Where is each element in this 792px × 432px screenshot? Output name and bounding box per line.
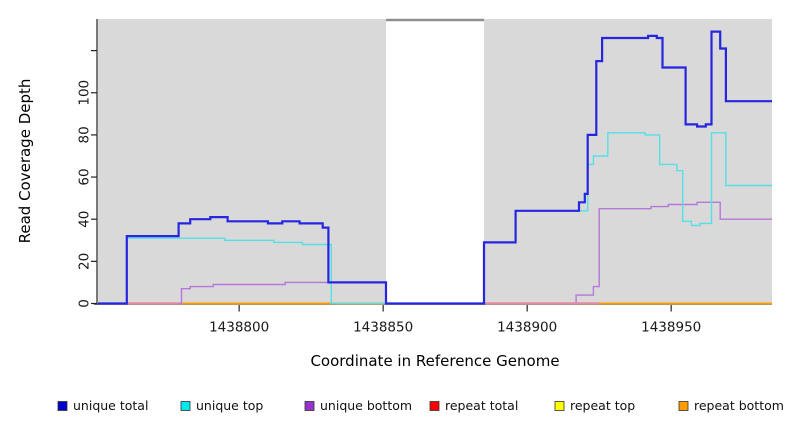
x-tick-label: 1438900 [497,320,557,336]
series-unique-bottom [98,201,772,305]
x-tick-label: 1438850 [353,320,413,336]
legend-swatch-unique-top [180,401,191,411]
plot-layers: 0 20 40 60 80 100 1438800 1438850 1438900 1438950 [77,18,772,336]
legend-item-label: unique top [196,398,263,413]
legend-item-label: repeat top [570,398,635,413]
y-axis-title: Read Coverage Depth [16,79,34,244]
x-tick-label: 1438800 [209,320,269,336]
baseline-overlay [483,302,600,305]
y-tick-label: 40 [77,211,93,228]
legend-swatch-repeat-top [554,401,565,411]
y-tick-label: 0 [77,299,93,308]
legend-swatch-unique-total [57,401,68,411]
series-unique-total [98,30,772,305]
y-tick-label: 60 [77,168,93,185]
legend-swatch-repeat-bottom [678,401,689,411]
legend-item-label: repeat total [445,398,518,413]
legend-item-label: unique bottom [320,398,412,413]
y-tick-label: 20 [77,253,93,270]
y-tick-label: 80 [77,126,93,143]
legend: unique total unique top unique bottom repea… [57,398,784,413]
series-unique-top [98,132,772,305]
x-tick-label: 1438950 [641,320,701,336]
baseline-overlay [126,302,179,305]
x-axis-title: Coordinate in Reference Genome [310,352,559,370]
gap-region [386,19,484,304]
legend-item-label: unique total [73,398,148,413]
legend-item-label: repeat bottom [694,398,784,413]
legend-swatch-repeat-total [429,401,440,411]
y-tick-label: 100 [77,80,93,106]
legend-swatch-unique-bottom [304,401,315,411]
